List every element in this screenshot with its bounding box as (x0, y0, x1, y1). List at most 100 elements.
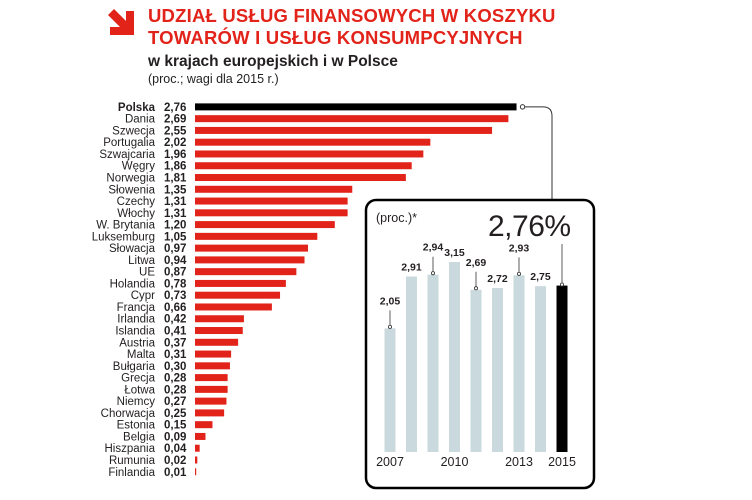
inset-unit-label: (proc.)* (376, 211, 417, 225)
category-label: Irlandia (117, 314, 155, 326)
bar-Estonia (195, 421, 213, 429)
inset-bar-2012 (492, 287, 503, 452)
value-label: 0,42 (164, 314, 186, 326)
value-label: 0,31 (164, 349, 187, 361)
bar-Szwecja (195, 126, 493, 134)
category-label: Austria (119, 337, 155, 349)
bar-Słowacja (195, 244, 309, 252)
inset-value-label: 2,72 (487, 273, 508, 285)
value-label: 1,05 (164, 231, 187, 243)
bar-Grecja (195, 374, 228, 382)
category-label: Czechy (117, 196, 156, 208)
category-label: Belgia (123, 431, 156, 443)
bar-UE (195, 268, 297, 276)
inset-value-label: 2,75 (530, 271, 551, 283)
inset-value-label: 2,69 (466, 257, 487, 269)
inset-value-label: 3,15 (444, 247, 465, 259)
value-label: 0,15 (164, 420, 187, 432)
value-label: 1,96 (164, 149, 186, 161)
value-label: 0,73 (164, 290, 186, 302)
bar-Francja (195, 303, 272, 311)
value-label: 1,31 (164, 208, 187, 220)
inset-bar-2008 (406, 276, 417, 452)
category-label: Włochy (117, 208, 155, 220)
value-label: 0,78 (164, 278, 187, 290)
inset-bar-2011 (470, 289, 482, 452)
category-label: Szwecja (112, 125, 155, 137)
category-label: Chorwacja (101, 408, 156, 420)
inset-value-label: 2,93 (509, 242, 530, 254)
value-label: 2,76 (164, 102, 186, 114)
bar-Litwa (195, 256, 305, 264)
value-label: 1,86 (164, 161, 186, 173)
value-label: 0,28 (164, 373, 187, 385)
category-label: Łotwa (124, 384, 155, 396)
inset-tick-label: 2013 (505, 455, 533, 469)
bar-Norwegia (195, 174, 406, 182)
connector-dot (519, 104, 526, 110)
bar-Rumunia (195, 456, 198, 464)
category-label: Litwa (128, 255, 155, 267)
bar-Holandia (195, 279, 286, 287)
category-label: Szwajcaria (99, 149, 155, 161)
bar-Malta (195, 350, 232, 358)
category-label: Dania (125, 114, 156, 126)
bar-Polska (195, 103, 517, 111)
value-label: 2,69 (164, 114, 186, 126)
bar-Islandia (195, 327, 243, 335)
category-label: Francja (117, 302, 156, 314)
title-line-2: TOWARÓW I USŁUG KONSUMPCYJNYCH (148, 27, 523, 48)
inset-leader-dot (387, 324, 392, 329)
value-label: 1,20 (164, 220, 186, 232)
bar-Bułgaria (195, 362, 230, 370)
category-label: W. Brytania (96, 220, 155, 232)
chart-title: UDZIAŁ USŁUG FINANSOWYCH W KOSZYKU TOWAR… (148, 5, 556, 49)
category-label: Hiszpania (105, 443, 156, 455)
category-label: Islandia (115, 326, 155, 338)
value-label: 0,28 (164, 384, 187, 396)
inset-tick-label: 2007 (376, 455, 404, 469)
category-label: Grecja (121, 373, 155, 385)
category-label: Portugalia (103, 137, 155, 149)
inset-bar-2013 (513, 275, 525, 452)
bar-Finlandia (195, 468, 197, 476)
value-label: 0,87 (164, 267, 186, 279)
category-label: Estonia (117, 420, 156, 432)
category-label: Norwegia (106, 173, 155, 185)
chart-subtitle: w krajach europejskich i w Polsce (148, 53, 398, 70)
value-label: 0,25 (164, 408, 187, 420)
inset-leader-dot (430, 271, 435, 276)
value-label: 1,31 (164, 196, 187, 208)
inset-bar-2010 (449, 262, 460, 452)
bar-Słowenia (195, 185, 353, 193)
value-label: 0,37 (164, 337, 186, 349)
value-label: 1,35 (164, 184, 187, 196)
inset-bar-2014 (535, 286, 546, 452)
inset-bar-2015 (556, 285, 568, 452)
category-label: Słowenia (108, 184, 155, 196)
value-label: 0,09 (164, 431, 186, 443)
value-label: 0,97 (164, 243, 186, 255)
inset-bar-2007 (384, 328, 396, 452)
category-label: UE (139, 267, 155, 279)
bar-Portugalia (195, 138, 431, 146)
category-label: Cypr (131, 290, 155, 302)
inset-bar-2009 (427, 274, 439, 452)
category-label: Bułgaria (113, 361, 156, 373)
value-label: 0,02 (164, 455, 186, 467)
category-label: Luksemburg (92, 231, 155, 243)
category-label: Holandia (110, 278, 156, 290)
bar-Szwajcaria (195, 150, 424, 158)
inset-tick-label: 2015 (548, 455, 576, 469)
bar-Chorwacja (195, 409, 225, 417)
category-label: Rumunia (109, 455, 156, 467)
bar-Hiszpania (195, 444, 200, 452)
bar-Luksemburg (195, 232, 318, 240)
bar-Węgry (195, 162, 412, 170)
inset-value-label: 2,05 (380, 295, 401, 307)
inset-value-label: 2,91 (401, 262, 422, 274)
arrow-down-right-icon (108, 9, 134, 35)
title-line-1: UDZIAŁ USŁUG FINANSOWYCH W KOSZYKU (148, 5, 556, 26)
